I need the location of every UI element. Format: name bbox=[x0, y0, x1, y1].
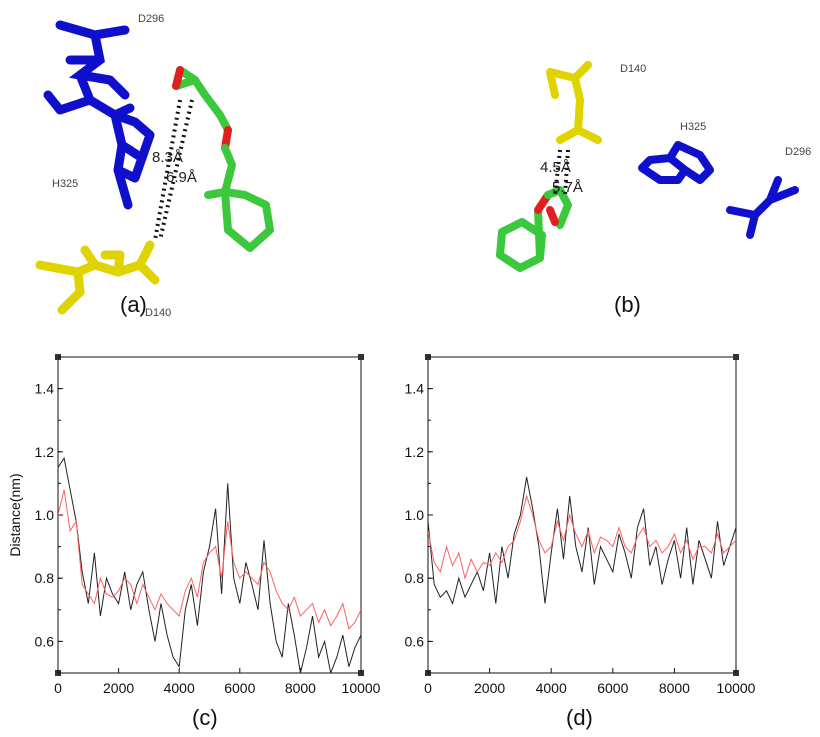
chart-d: 0.60.81.01.21.40200040006000800010000Dis… bbox=[405, 354, 756, 696]
x-tick-label: 2000 bbox=[103, 680, 134, 696]
distance-label-b-1: 4.5Å bbox=[540, 159, 571, 176]
label-h325-a: H325 bbox=[52, 178, 78, 190]
caption-a: (a) bbox=[120, 292, 147, 317]
corner-handle bbox=[733, 354, 739, 360]
x-tick-label: 2000 bbox=[474, 680, 505, 696]
distance-label-a-1: 8.3Å bbox=[152, 149, 183, 166]
x-tick-label: 10000 bbox=[342, 680, 381, 696]
x-tick-label: 6000 bbox=[597, 680, 628, 696]
y-tick-label: 1.4 bbox=[405, 381, 425, 397]
corner-handle bbox=[358, 354, 364, 360]
x-tick-label: 4000 bbox=[536, 680, 567, 696]
label-h325-b: H325 bbox=[680, 121, 706, 133]
label-d296-a: D296 bbox=[138, 13, 164, 25]
molecule-panel-a: D296 H325 D140 8.3Å 6.9Å bbox=[35, 13, 274, 319]
caption-c: (c) bbox=[192, 705, 218, 730]
x-tick-label: 0 bbox=[424, 680, 432, 696]
distance-lines-b bbox=[553, 149, 570, 196]
y-tick-label: 0.6 bbox=[405, 633, 425, 649]
y-tick-label: 0.8 bbox=[35, 570, 55, 586]
residue-d140-a bbox=[35, 240, 160, 315]
series-line-red bbox=[428, 494, 736, 581]
x-tick-label: 6000 bbox=[224, 680, 255, 696]
y-tick-label: 0.6 bbox=[35, 633, 55, 649]
distance-label-a-2: 6.9Å bbox=[166, 169, 197, 186]
molecule-panel-b: D140 H325 D296 4.5Å 5.7Å bbox=[496, 61, 811, 272]
x-tick-label: 10000 bbox=[717, 680, 756, 696]
y-tick-label: 1.2 bbox=[405, 444, 425, 460]
residue-h325-b bbox=[638, 141, 714, 184]
y-tick-label: 1.4 bbox=[35, 381, 55, 397]
residue-d140-b bbox=[546, 61, 602, 144]
y-tick-label: 1.0 bbox=[405, 507, 425, 523]
y-tick-label: 1.2 bbox=[35, 444, 55, 460]
series-line-black bbox=[428, 477, 736, 605]
label-d140-b: D140 bbox=[620, 63, 646, 75]
residue-h325-a bbox=[110, 110, 155, 210]
plot-frame bbox=[427, 356, 737, 674]
x-tick-label: 8000 bbox=[659, 680, 690, 696]
y-tick-label: 1.0 bbox=[35, 507, 55, 523]
series-line-red bbox=[58, 489, 361, 630]
y-tick-label: 0.8 bbox=[405, 570, 425, 586]
label-d140-a: D140 bbox=[145, 307, 171, 319]
caption-b: (b) bbox=[614, 292, 641, 317]
x-tick-label: 8000 bbox=[285, 680, 316, 696]
y-axis-label: Distance(nm) bbox=[7, 473, 23, 556]
x-tick-label: 0 bbox=[54, 680, 62, 696]
residue-d296-a bbox=[43, 20, 135, 121]
x-tick-label: 4000 bbox=[164, 680, 195, 696]
distance-label-b-2: 5.7Å bbox=[552, 179, 583, 196]
plot-frame bbox=[57, 356, 362, 674]
ligand-a bbox=[172, 66, 274, 252]
ligand-b bbox=[496, 186, 572, 272]
residue-d296-b bbox=[726, 176, 799, 239]
chart-c: 0.6 0.8 1.0 1.2 1.4 0 2000 4000 6000 8000 10000 Dis… bbox=[7, 354, 381, 696]
caption-d: (d) bbox=[566, 705, 593, 730]
label-d296-b: D296 bbox=[785, 146, 811, 158]
series-line-black bbox=[58, 456, 361, 673]
